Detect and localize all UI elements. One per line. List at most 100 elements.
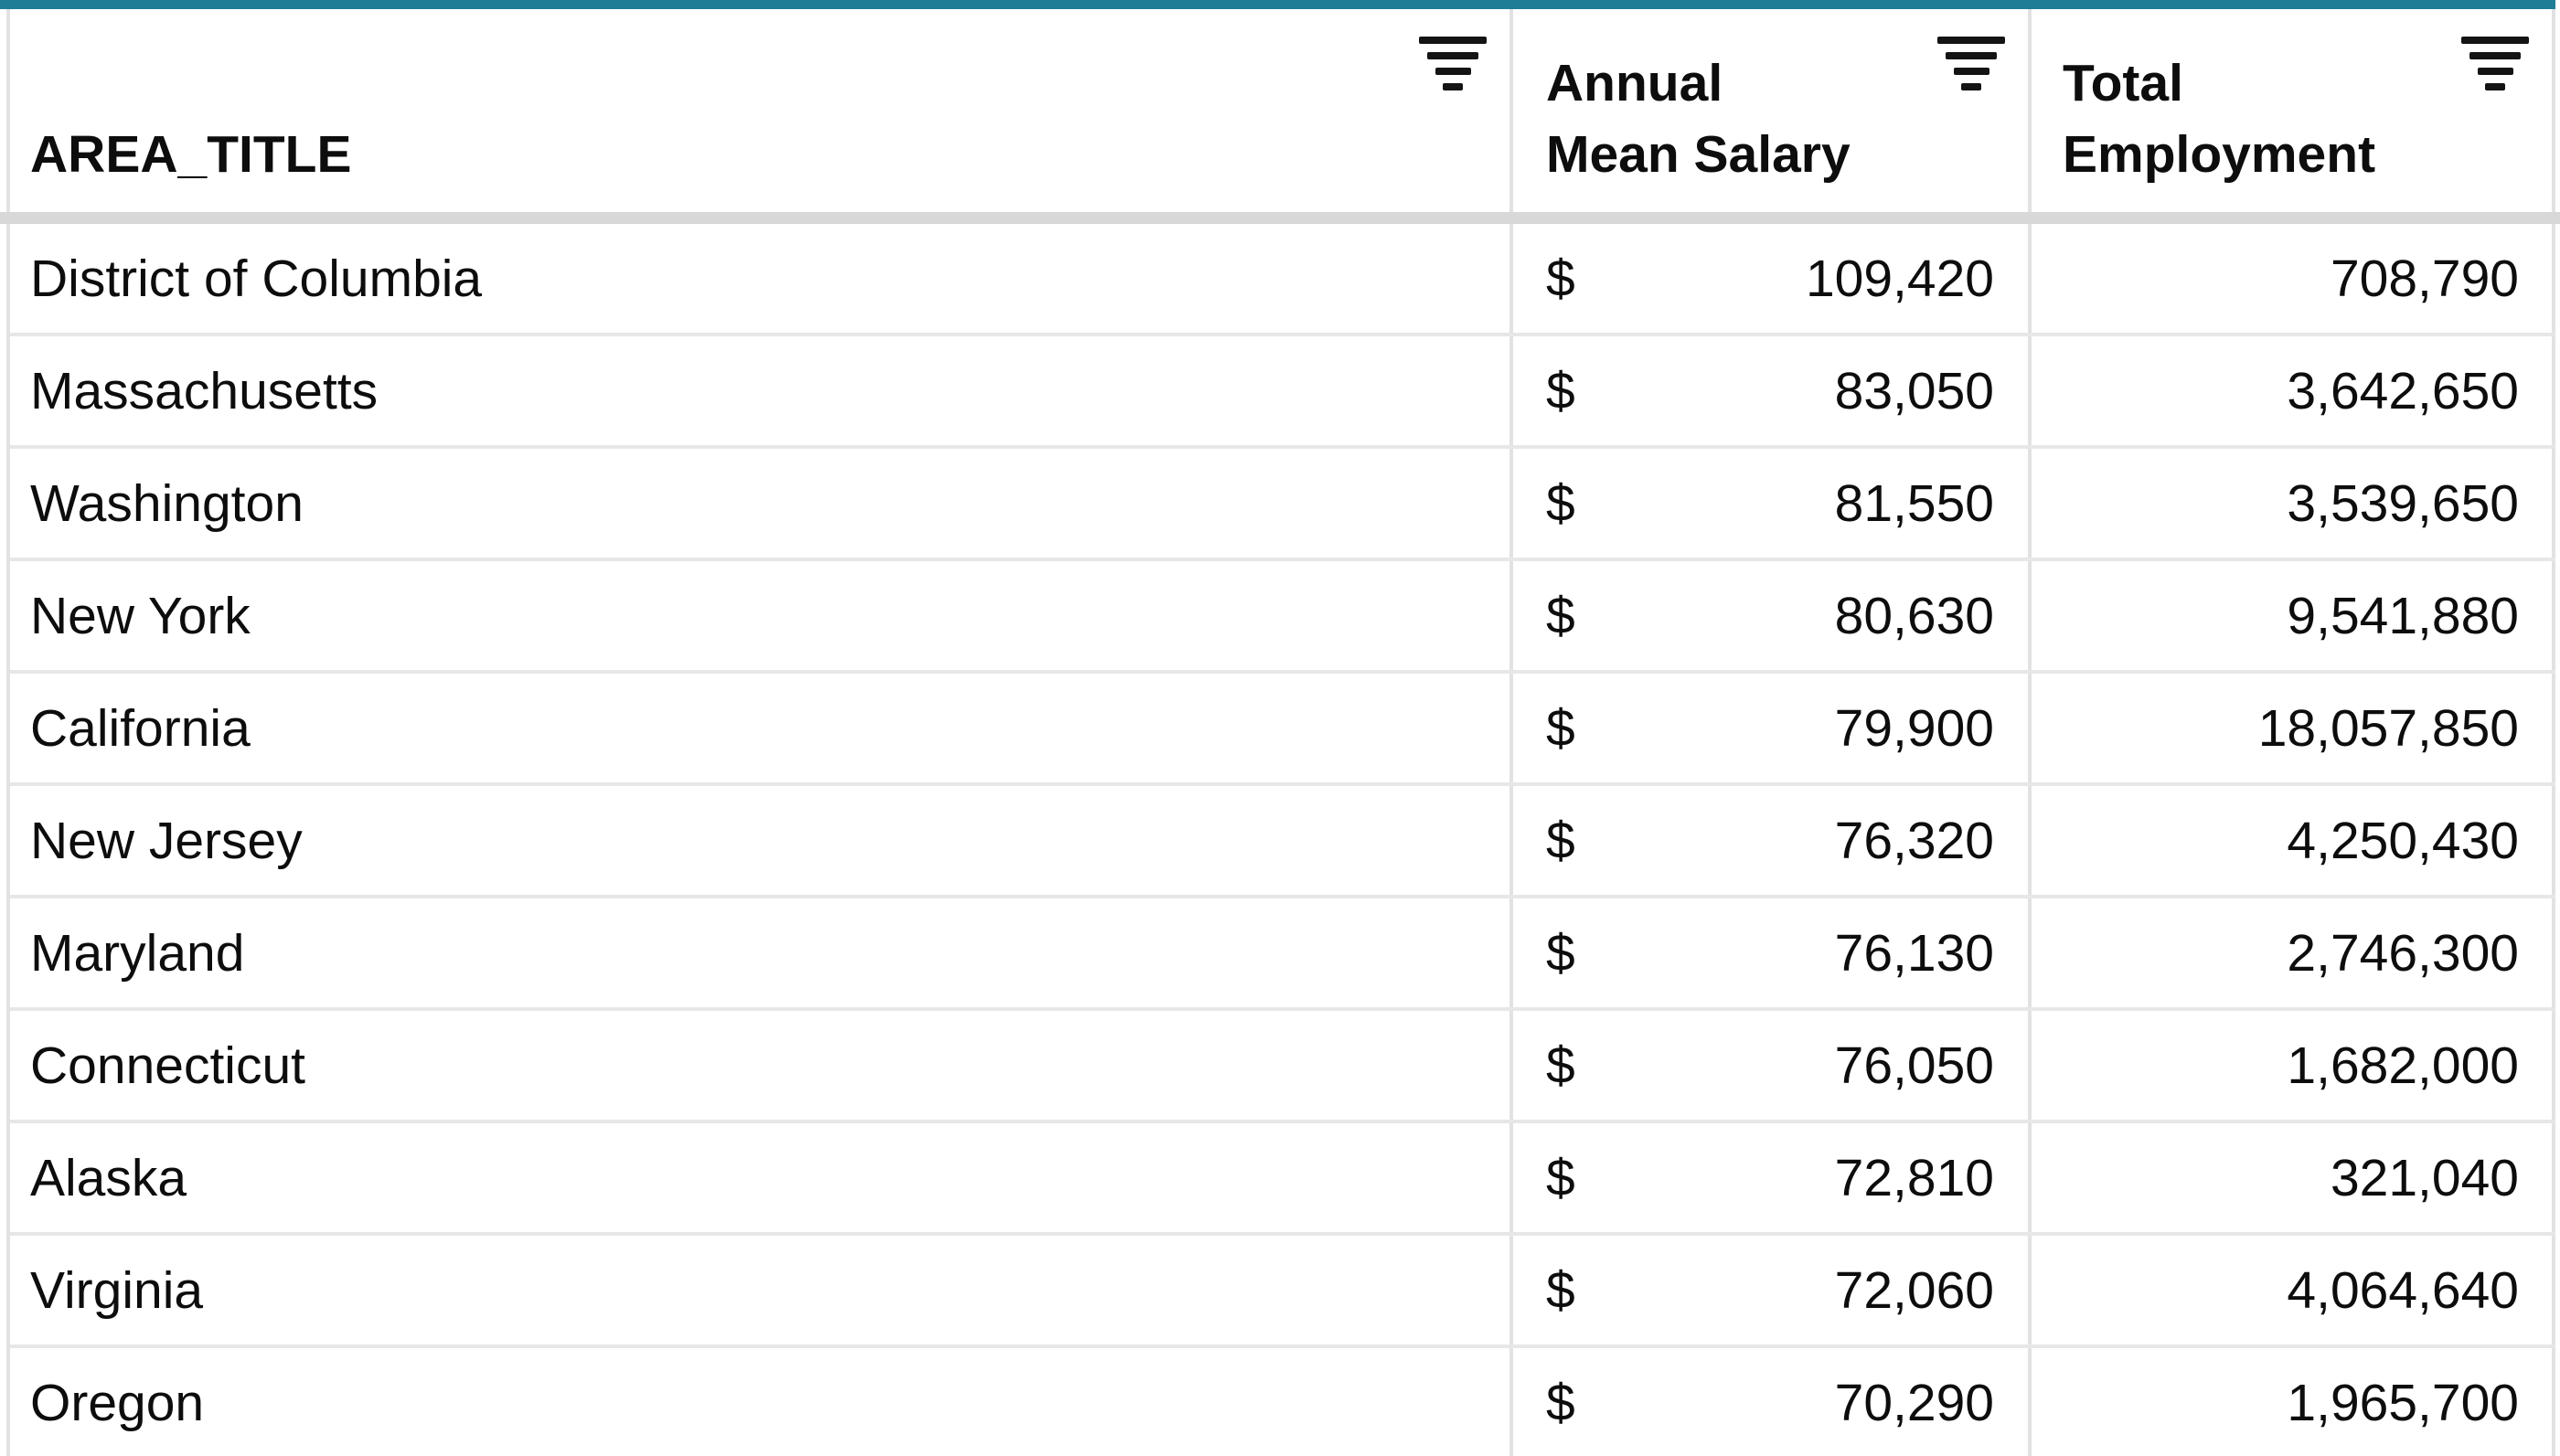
employment-value: 1,682,000 bbox=[2287, 1036, 2519, 1095]
cell-total-employment: 3,642,650 bbox=[2032, 336, 2555, 445]
cell-total-employment: 9,541,880 bbox=[2032, 561, 2555, 670]
table-body: District of Columbia $ 109,420 708,790 M… bbox=[6, 224, 2555, 1456]
salary-value: 76,050 bbox=[1834, 1036, 1994, 1095]
cell-annual-mean-salary: $ 80,630 bbox=[1513, 561, 2032, 670]
table-row: Massachusetts $ 83,050 3,642,650 bbox=[10, 336, 2555, 449]
table-row: Maryland $ 76,130 2,746,300 bbox=[10, 898, 2555, 1011]
header-cell-annual-mean-salary[interactable]: Annual Mean Salary bbox=[1513, 9, 2032, 212]
table-row: California $ 79,900 18,057,850 bbox=[10, 674, 2555, 786]
header-cell-total-employment[interactable]: Total Employment bbox=[2032, 9, 2555, 212]
currency-symbol: $ bbox=[1546, 473, 1575, 533]
table-row: Alaska $ 72,810 321,040 bbox=[10, 1123, 2555, 1236]
employment-value: 18,057,850 bbox=[2257, 698, 2519, 758]
cell-area-title: California bbox=[10, 674, 1513, 782]
area-value: Maryland bbox=[30, 923, 245, 983]
area-value: Massachusetts bbox=[30, 361, 379, 420]
employment-value: 708,790 bbox=[2330, 249, 2519, 308]
cell-total-employment: 4,064,640 bbox=[2032, 1236, 2555, 1344]
cell-total-employment: 3,539,650 bbox=[2032, 449, 2555, 558]
currency-symbol: $ bbox=[1546, 698, 1575, 758]
cell-area-title: Maryland bbox=[10, 898, 1513, 1007]
cell-area-title: Connecticut bbox=[10, 1011, 1513, 1120]
salary-value: 76,130 bbox=[1834, 923, 1994, 983]
area-value: New Jersey bbox=[30, 811, 303, 870]
cell-annual-mean-salary: $ 81,550 bbox=[1513, 449, 2032, 558]
area-value: New York bbox=[30, 586, 251, 645]
employment-value: 3,642,650 bbox=[2287, 361, 2519, 420]
salary-value: 81,550 bbox=[1834, 473, 1994, 533]
cell-annual-mean-salary: $ 72,810 bbox=[1513, 1123, 2032, 1232]
currency-symbol: $ bbox=[1546, 361, 1575, 420]
header-cell-area-title[interactable]: AREA_TITLE bbox=[10, 9, 1513, 212]
cell-annual-mean-salary: $ 70,290 bbox=[1513, 1348, 2032, 1456]
header-row: AREA_TITLE Annual Mean Salary Total Empl… bbox=[10, 9, 2555, 212]
header-label-line1: Annual bbox=[1546, 54, 1723, 112]
cell-total-employment: 18,057,850 bbox=[2032, 674, 2555, 782]
header-divider bbox=[0, 212, 2560, 224]
cell-area-title: Oregon bbox=[10, 1348, 1513, 1456]
cell-area-title: District of Columbia bbox=[10, 224, 1513, 333]
cell-area-title: Washington bbox=[10, 449, 1513, 558]
cell-total-employment: 321,040 bbox=[2032, 1123, 2555, 1232]
cell-area-title: Alaska bbox=[10, 1123, 1513, 1232]
filter-icon[interactable] bbox=[1936, 37, 2006, 90]
cell-area-title: New York bbox=[10, 561, 1513, 670]
currency-symbol: $ bbox=[1546, 923, 1575, 983]
salary-value: 72,810 bbox=[1834, 1148, 1994, 1207]
data-table: AREA_TITLE Annual Mean Salary Total Empl… bbox=[6, 9, 2555, 212]
cell-total-employment: 1,965,700 bbox=[2032, 1348, 2555, 1456]
currency-symbol: $ bbox=[1546, 1260, 1575, 1320]
top-accent-bar bbox=[0, 0, 2555, 9]
area-value: Connecticut bbox=[30, 1036, 306, 1095]
cell-total-employment: 708,790 bbox=[2032, 224, 2555, 333]
filter-icon[interactable] bbox=[2460, 37, 2530, 90]
employment-value: 4,064,640 bbox=[2287, 1260, 2519, 1320]
employment-value: 321,040 bbox=[2330, 1148, 2519, 1207]
salary-value: 76,320 bbox=[1834, 811, 1994, 870]
cell-total-employment: 4,250,430 bbox=[2032, 786, 2555, 895]
employment-value: 2,746,300 bbox=[2287, 923, 2519, 983]
salary-value: 83,050 bbox=[1834, 361, 1994, 420]
table-row: Virginia $ 72,060 4,064,640 bbox=[10, 1236, 2555, 1348]
employment-value: 9,541,880 bbox=[2287, 586, 2519, 645]
currency-symbol: $ bbox=[1546, 811, 1575, 870]
table-row: New York $ 80,630 9,541,880 bbox=[10, 561, 2555, 674]
cell-annual-mean-salary: $ 72,060 bbox=[1513, 1236, 2032, 1344]
cell-annual-mean-salary: $ 109,420 bbox=[1513, 224, 2032, 333]
header-label-line1: Total bbox=[2063, 54, 2183, 112]
currency-symbol: $ bbox=[1546, 1373, 1575, 1432]
salary-value: 80,630 bbox=[1834, 586, 1994, 645]
currency-symbol: $ bbox=[1546, 1148, 1575, 1207]
table-row: District of Columbia $ 109,420 708,790 bbox=[10, 224, 2555, 336]
salary-value: 70,290 bbox=[1834, 1373, 1994, 1432]
cell-annual-mean-salary: $ 79,900 bbox=[1513, 674, 2032, 782]
table-row: Washington $ 81,550 3,539,650 bbox=[10, 449, 2555, 561]
employment-value: 1,965,700 bbox=[2287, 1373, 2519, 1432]
header-label-line2: Employment bbox=[2063, 125, 2376, 184]
salary-value: 72,060 bbox=[1834, 1260, 1994, 1320]
salary-value: 109,420 bbox=[1805, 249, 1994, 308]
area-value: Washington bbox=[30, 473, 304, 533]
filter-icon[interactable] bbox=[1418, 37, 1488, 90]
header-label-line2: Mean Salary bbox=[1546, 125, 1851, 184]
cell-annual-mean-salary: $ 76,320 bbox=[1513, 786, 2032, 895]
area-value: Virginia bbox=[30, 1260, 204, 1320]
currency-symbol: $ bbox=[1546, 249, 1575, 308]
area-value: District of Columbia bbox=[30, 249, 483, 308]
area-value: California bbox=[30, 698, 251, 758]
employment-value: 3,539,650 bbox=[2287, 473, 2519, 533]
cell-annual-mean-salary: $ 76,050 bbox=[1513, 1011, 2032, 1120]
currency-symbol: $ bbox=[1546, 1036, 1575, 1095]
table-row: Oregon $ 70,290 1,965,700 bbox=[10, 1348, 2555, 1456]
area-value: Alaska bbox=[30, 1148, 187, 1207]
cell-total-employment: 2,746,300 bbox=[2032, 898, 2555, 1007]
cell-annual-mean-salary: $ 83,050 bbox=[1513, 336, 2032, 445]
salary-value: 79,900 bbox=[1834, 698, 1994, 758]
table-row: Connecticut $ 76,050 1,682,000 bbox=[10, 1011, 2555, 1123]
area-value: Oregon bbox=[30, 1373, 205, 1432]
table-row: New Jersey $ 76,320 4,250,430 bbox=[10, 786, 2555, 898]
employment-value: 4,250,430 bbox=[2287, 811, 2519, 870]
cell-area-title: Massachusetts bbox=[10, 336, 1513, 445]
cell-area-title: Virginia bbox=[10, 1236, 1513, 1344]
